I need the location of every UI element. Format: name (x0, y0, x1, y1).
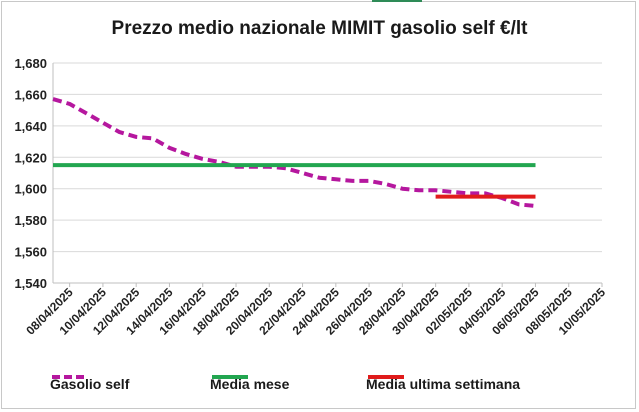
legend-item-media-mese: Media mese (210, 374, 289, 394)
y-tick-label: 1,620 (14, 150, 47, 165)
legend-label-media-ultima-settimana: Media ultima settimana (366, 376, 521, 392)
y-tick-label: 1,680 (14, 56, 47, 71)
y-tick-label: 1,640 (14, 119, 47, 134)
y-tick-label: 1,660 (14, 87, 47, 102)
legend-label-media-mese: Media mese (210, 376, 290, 392)
legend-label-gasolio-self: Gasolio self (50, 376, 130, 392)
legend-swatch-media-ultima-settimana (368, 375, 404, 379)
y-tick-label: 1,560 (14, 245, 47, 260)
gasolio-self-line (52, 97, 536, 208)
legend-swatch-gasolio-self (52, 375, 88, 379)
legend-item-gasolio-self: Gasolio self (50, 374, 129, 394)
legend-item-media-ultima-settimana: Media ultima settimana (366, 374, 520, 394)
chart-title: Prezzo medio nazionale MIMIT gasolio sel… (111, 18, 528, 39)
y-tick-label: 1,600 (14, 182, 47, 197)
y-tick-label: 1,580 (14, 213, 47, 228)
y-tick-label: 1,540 (14, 276, 47, 291)
top-accent-bar (372, 0, 422, 2)
legend-swatch-media-mese (212, 375, 248, 379)
